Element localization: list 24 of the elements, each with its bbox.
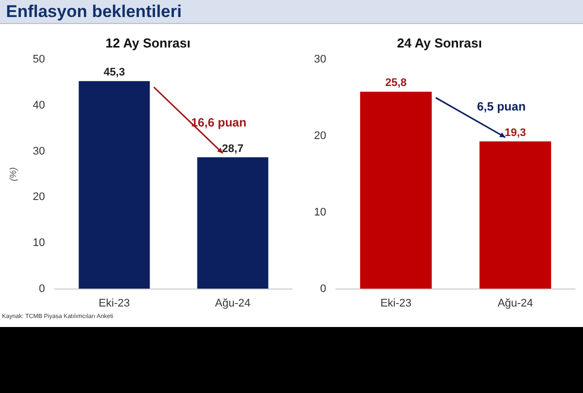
annotation: 16,6 puan xyxy=(191,116,246,130)
y-tick-label: 10 xyxy=(314,206,326,218)
y-tick-label: 20 xyxy=(314,130,326,142)
x-tick-label: Eki-23 xyxy=(380,297,412,310)
data-label: 25,8 xyxy=(385,77,407,90)
y-tick-label: 0 xyxy=(320,282,326,295)
y-axis-title: (%) xyxy=(8,167,18,182)
x-tick-label: Ağu-24 xyxy=(498,297,534,310)
y-tick-label: 0 xyxy=(38,282,46,295)
x-tick-label: Eki-23 xyxy=(98,297,130,310)
chart-title: 24 Ay Sonrası xyxy=(396,35,482,50)
y-tick-label: 40 xyxy=(32,99,46,112)
y-tick-label: 30 xyxy=(32,145,46,158)
y-tick-label: 50 xyxy=(32,54,46,66)
chart-title: 12 Ay Sonrası xyxy=(105,35,191,50)
data-label: 45,3 xyxy=(104,66,125,79)
data-label: 19,3 xyxy=(504,126,526,139)
y-tick-label: 10 xyxy=(32,236,46,249)
x-tick-label: Ağu-24 xyxy=(215,297,250,310)
data-label: 28,7 xyxy=(222,142,244,155)
y-tick-label: 30 xyxy=(314,54,326,66)
text: Enflasyon beklentileri xyxy=(0,0,583,24)
annotation: 6,5 puan xyxy=(476,100,526,114)
y-tick-label: 20 xyxy=(32,191,46,204)
